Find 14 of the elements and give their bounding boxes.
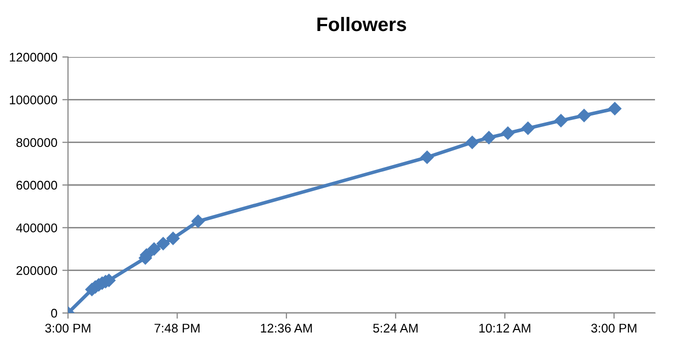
y-tick-label: 1200000 bbox=[10, 52, 58, 62]
y-tick-label: 600000 bbox=[16, 180, 58, 190]
chart-title: Followers bbox=[317, 16, 406, 32]
y-tick-label: 800000 bbox=[16, 138, 58, 147]
y-tick-label: 1000000 bbox=[10, 95, 58, 104]
y-tick-label: 200000 bbox=[16, 266, 58, 275]
x-tick-label: 3:00 PM bbox=[45, 324, 90, 333]
x-tick-label: 10:12 AM bbox=[479, 324, 530, 333]
y-tick-label: 400000 bbox=[16, 223, 58, 232]
x-tick-label: 5:24 AM bbox=[373, 324, 418, 333]
x-tick-label: 7:48 PM bbox=[154, 324, 200, 333]
x-tick-label: 3:00 PM bbox=[591, 324, 636, 333]
x-tick-label: 12:36 AM bbox=[260, 324, 312, 333]
y-tick-label: 0 bbox=[51, 308, 58, 318]
